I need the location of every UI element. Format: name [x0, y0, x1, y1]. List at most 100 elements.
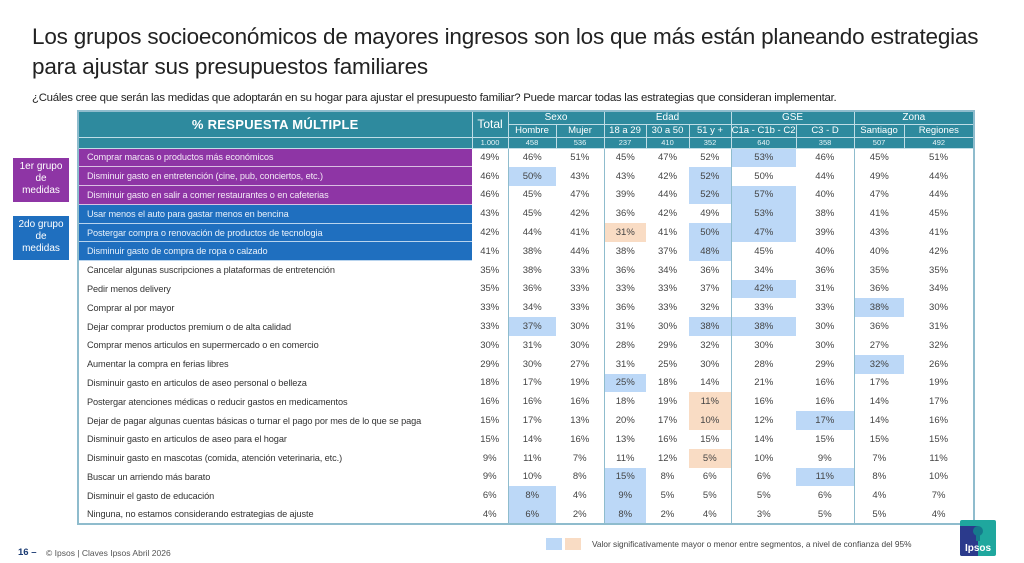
total-value-cell: 9% [482, 471, 497, 483]
value-cell: 14% [730, 429, 797, 449]
group-label-2: 2do grupo de medidas [13, 216, 69, 260]
value-cell: 31% [603, 317, 647, 336]
legend-swatch-orange [565, 538, 581, 550]
row-label: Disminuir gasto en articulos de aseo per… [78, 373, 472, 393]
value-cell: 46% [507, 148, 556, 167]
total-n: 1.000 [471, 136, 509, 149]
legend: Valor significativamente mayor o menor e… [546, 538, 911, 550]
value-cell: 30% [658, 321, 678, 333]
value-cell: 45% [603, 148, 647, 167]
value-cell: 6% [507, 505, 556, 524]
value-cell: 47% [570, 189, 590, 201]
table-row: Disminuir gasto en entretención (cine, p… [78, 166, 974, 187]
value-cell: 6% [730, 467, 797, 487]
value-cell: 36% [815, 264, 835, 276]
value-cell: 35% [853, 260, 905, 280]
value-cell: 38% [853, 298, 905, 318]
group-header-gse: GSE [730, 110, 855, 125]
total-value-cell: 6% [482, 490, 497, 502]
row-label: Comprar al por mayor [78, 298, 472, 318]
total-header: Total [471, 110, 509, 138]
table-row: Comprar marcas o productos más económico… [78, 148, 974, 168]
row-label: Ninguna, no estamos considerando estrate… [78, 505, 472, 525]
value-cell: 33% [730, 298, 797, 318]
value-cell: 33% [603, 279, 647, 299]
value-cell: 50% [507, 166, 556, 186]
value-cell: 31% [603, 223, 647, 242]
value-cell: 16% [929, 415, 949, 427]
value-cell: 17% [853, 373, 905, 393]
table-row: Pedir menos delivery 35% 36% 33% 33% 33% 37% 42… [78, 279, 974, 299]
value-cell: 26% [929, 358, 949, 370]
table-title: % RESPUESTA MÚLTIPLE [77, 110, 473, 138]
value-cell: 19% [929, 377, 949, 389]
value-cell: 31% [507, 335, 556, 355]
value-cell: 13% [603, 429, 647, 449]
value-cell: 15% [700, 433, 720, 445]
segment-n: 492 [903, 136, 975, 149]
value-cell: 51% [929, 152, 949, 164]
table-row: Buscar un arriendo más barato 9% 10% 8% 15% 8… [78, 467, 974, 487]
value-cell: 50% [730, 166, 797, 186]
segment-header: C1a - C1b - C2 [730, 123, 797, 138]
table-row: Disminuir gasto de compra de ropa o calz… [78, 241, 974, 262]
value-cell: 10% [507, 467, 556, 487]
value-cell: 11% [603, 448, 647, 468]
group-label-1-line: medidas [22, 185, 60, 196]
value-cell: 34% [730, 260, 797, 280]
value-cell: 48% [689, 241, 732, 261]
value-cell: 42% [570, 208, 590, 220]
total-value-cell: 42% [480, 227, 500, 239]
value-cell: 15% [929, 433, 949, 445]
segment-n: 410 [645, 136, 690, 149]
value-cell: 41% [929, 227, 949, 239]
value-cell: 32% [700, 339, 720, 351]
value-cell: 30% [815, 339, 835, 351]
total-value-cell: 15% [480, 433, 500, 445]
value-cell: 47% [730, 223, 797, 242]
row-label: Comprar marcas o productos más económico… [78, 148, 472, 168]
value-cell: 28% [730, 354, 797, 374]
value-cell: 15% [603, 467, 647, 487]
value-cell: 45% [507, 185, 556, 205]
table-row: Aumentar la compra en ferias libres 29% 30… [78, 354, 974, 375]
question-subtitle: ¿Cuáles cree que serán las medidas que a… [32, 92, 837, 104]
legend-text: Valor significativamente mayor o menor e… [592, 539, 912, 549]
value-cell: 39% [603, 185, 647, 205]
value-cell: 33% [570, 283, 590, 295]
row-label: Disminuir gasto en articulos de aseo par… [78, 429, 472, 450]
ipsos-logo-icon: Ipsos [960, 520, 996, 556]
value-cell: 36% [603, 260, 647, 280]
value-cell: 15% [853, 429, 905, 449]
table-row: Disminuir gasto en articulos de aseo par… [78, 429, 974, 450]
value-cell: 21% [730, 373, 797, 393]
value-cell: 8% [507, 486, 556, 506]
table-row: Dejar comprar productos premium o de alt… [78, 317, 974, 337]
total-value-cell: 16% [480, 396, 500, 408]
value-cell: 43% [603, 166, 647, 186]
value-cell: 43% [570, 170, 590, 182]
value-cell: 40% [815, 189, 835, 201]
value-cell: 5% [689, 448, 732, 468]
value-cell: 7% [931, 490, 946, 502]
row-label: Pedir menos delivery [78, 279, 472, 299]
value-cell: 11% [796, 467, 855, 487]
value-cell: 51% [570, 152, 590, 164]
value-cell: 17% [507, 373, 556, 393]
value-cell: 6% [702, 471, 717, 483]
value-cell: 16% [658, 433, 678, 445]
value-cell: 47% [658, 152, 678, 164]
value-cell: 40% [853, 241, 905, 261]
value-cell: 42% [730, 279, 797, 299]
value-cell: 47% [853, 185, 905, 205]
total-value-cell: 30% [480, 339, 500, 351]
group-header-sexo: Sexo [507, 110, 605, 125]
value-cell: 34% [658, 264, 678, 276]
value-cell: 45% [507, 204, 556, 224]
value-cell: 9% [817, 452, 832, 464]
value-cell: 45% [929, 208, 949, 220]
row-label: Usar menos el auto para gastar menos en … [78, 204, 472, 224]
segment-n: 640 [730, 136, 797, 149]
value-cell: 5% [702, 490, 717, 502]
value-cell: 32% [700, 302, 720, 314]
